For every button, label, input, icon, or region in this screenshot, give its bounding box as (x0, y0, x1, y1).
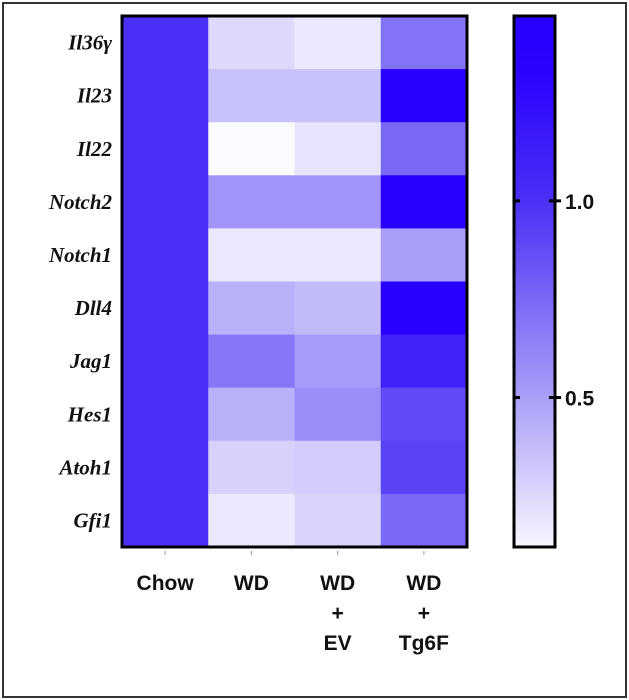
heatmap-cell (122, 440, 209, 495)
colorbar-tick-label: 0.5 (565, 388, 595, 411)
heatmap-cell (208, 175, 295, 229)
heatmap-cell (294, 493, 382, 548)
column-label: WD (406, 572, 441, 595)
heatmap-cell (294, 334, 382, 389)
column-label: WD (320, 572, 355, 595)
heatmap-cell (208, 493, 295, 548)
row-label: Il23 (76, 84, 112, 108)
column-label: + (331, 602, 343, 625)
heatmap-cell (380, 281, 468, 336)
heatmap-cell (380, 440, 468, 495)
heatmap-cell (208, 228, 295, 282)
heatmap-cell (208, 387, 295, 442)
heatmap-cell (122, 281, 209, 336)
heatmap-cell (380, 228, 468, 282)
row-label: Hes1 (67, 402, 112, 426)
heatmap-cell (122, 69, 209, 123)
heatmap-cell (122, 493, 209, 548)
column-label: EV (324, 632, 352, 655)
heatmap-cell (294, 281, 382, 336)
heatmap-cell (294, 228, 382, 282)
row-label: Gfi1 (74, 508, 113, 532)
row-label: Notch1 (48, 243, 112, 267)
colorbar-tick-label: 1.0 (565, 191, 594, 214)
column-label: + (418, 602, 430, 625)
heatmap-cell (122, 334, 209, 389)
column-label: Tg6F (399, 632, 449, 655)
heatmap-cell (380, 175, 468, 229)
heatmap-cell (380, 16, 468, 70)
heatmap-cell (380, 387, 468, 442)
heatmap-cell (208, 16, 295, 70)
heatmap-cell (208, 122, 295, 176)
heatmap-cell (294, 122, 382, 176)
heatmap-cell (380, 122, 468, 176)
heatmap-cell (294, 440, 382, 495)
heatmap-cell (380, 493, 468, 548)
heatmap-cell (208, 281, 295, 336)
column-label: WD (234, 572, 269, 595)
heatmap-cell (380, 69, 468, 123)
heatmap-cell (122, 387, 209, 442)
colorbar (512, 14, 557, 549)
column-label: Chow (137, 572, 195, 595)
heatmap-cell (294, 387, 382, 442)
heatmap-cell (208, 69, 295, 123)
heatmap-cell (122, 16, 209, 70)
heatmap-cell (294, 16, 382, 70)
heatmap-cell (294, 175, 382, 229)
row-label: Il22 (76, 137, 113, 161)
row-label: Notch2 (48, 190, 113, 214)
row-label: Il36γ (67, 31, 112, 55)
heatmap-cell (208, 334, 295, 389)
row-label: Dll4 (74, 296, 112, 320)
row-label: Atoh1 (57, 455, 112, 479)
heatmap-cell (380, 334, 468, 389)
heatmap-cell (208, 440, 295, 495)
heatmap-cell (294, 69, 382, 123)
heatmap-cell (122, 228, 209, 282)
heatmap-border (120, 14, 469, 549)
heatmap-cell (122, 122, 209, 176)
heatmap-cell (122, 175, 209, 229)
row-label: Jag1 (69, 349, 112, 373)
